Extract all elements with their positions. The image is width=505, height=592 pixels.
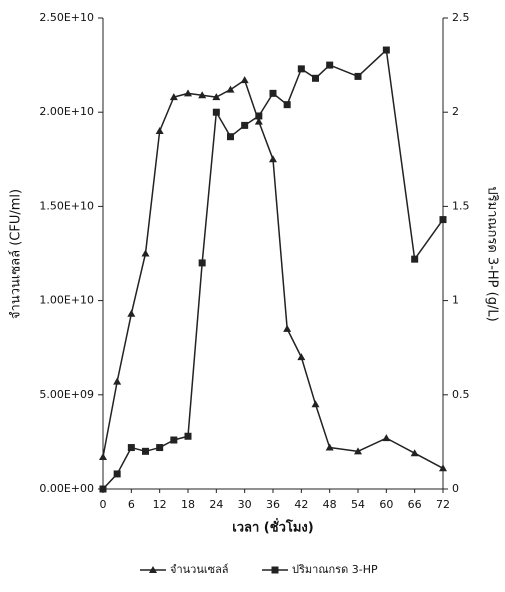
triangle-marker (254, 117, 263, 125)
y-tick-label: 1.00E+10 (39, 294, 94, 307)
x-tick-label: 6 (128, 498, 135, 511)
x-tick-label: 72 (436, 498, 450, 511)
x-tick-label: 18 (181, 498, 195, 511)
y-tick-label: 2.50E+10 (39, 11, 94, 24)
triangle-marker (269, 155, 277, 163)
square-marker (113, 470, 121, 478)
x-tick-label: 30 (238, 498, 252, 511)
legend-label: ปริมาณกรด 3-HP (292, 563, 378, 576)
triangle-marker (141, 249, 150, 257)
square-marker (312, 74, 319, 82)
square-marker (283, 101, 291, 109)
triangle-marker (283, 324, 292, 332)
triangle-marker (198, 91, 207, 99)
y2-tick-label: 0 (452, 482, 459, 495)
x-tick-label: 60 (379, 498, 393, 511)
x-tick-label: 54 (351, 498, 365, 511)
y2-tick-label: 1.5 (452, 199, 470, 212)
x-tick-label: 12 (153, 498, 167, 511)
y-tick-label: 5.00E+09 (39, 388, 94, 401)
square-marker (326, 61, 334, 69)
square-marker (297, 65, 305, 73)
square-marker (170, 436, 178, 444)
x-tick-label: 24 (209, 498, 223, 511)
square-marker (99, 485, 107, 493)
square-marker (142, 447, 149, 455)
square-marker (127, 444, 135, 452)
square-marker (411, 255, 419, 263)
triangle-marker (325, 443, 334, 451)
series-line (102, 49, 444, 490)
x-tick-label: 66 (408, 498, 422, 511)
x-tick-label: 36 (266, 498, 280, 511)
triangle-marker (149, 566, 157, 573)
triangle-marker (410, 449, 419, 457)
triangle-marker (240, 76, 249, 84)
x-tick-label: 42 (294, 498, 308, 511)
series-line (102, 79, 444, 469)
square-marker (271, 566, 279, 574)
y2-tick-label: 0.5 (452, 388, 470, 401)
x-tick-label: 48 (323, 498, 337, 511)
legend-label: จำนวนเซลล์ (170, 563, 229, 576)
y2-tick-label: 1 (452, 294, 459, 307)
square-marker (439, 216, 447, 224)
square-marker (212, 108, 220, 116)
y2-tick-label: 2 (452, 105, 459, 118)
y-axis-title: จำนวนเซลล์ (CFU/ml) (8, 189, 24, 319)
square-marker (382, 46, 390, 54)
y2-axis-title: ปริมาณกรด 3-HP (g/L) (485, 186, 500, 321)
triangle-marker (113, 377, 122, 385)
triangle-marker (354, 447, 362, 455)
square-marker (269, 89, 277, 97)
square-marker (156, 444, 164, 452)
triangle-marker (212, 93, 221, 101)
triangle-marker (226, 85, 235, 93)
square-marker (184, 432, 192, 440)
y-tick-label: 1.50E+10 (39, 199, 94, 212)
triangle-marker (439, 464, 447, 472)
x-axis-title: เวลา (ชั่วโมง) (232, 518, 313, 536)
triangle-marker (297, 353, 306, 361)
square-marker (241, 121, 249, 129)
triangle-marker (382, 434, 391, 442)
triangle-marker (127, 309, 136, 317)
square-marker (354, 72, 362, 80)
y-tick-label: 0.00E+00 (39, 482, 94, 495)
triangle-marker (155, 127, 164, 135)
y-tick-label: 2.00E+10 (39, 105, 94, 118)
x-tick-label: 0 (100, 498, 107, 511)
triangle-marker (184, 89, 192, 97)
square-marker (198, 259, 206, 267)
triangle-marker (169, 93, 178, 101)
square-marker (227, 133, 234, 141)
square-marker (255, 112, 263, 120)
y2-tick-label: 2.5 (452, 11, 470, 24)
triangle-marker (311, 400, 320, 408)
triangle-marker (99, 452, 107, 460)
